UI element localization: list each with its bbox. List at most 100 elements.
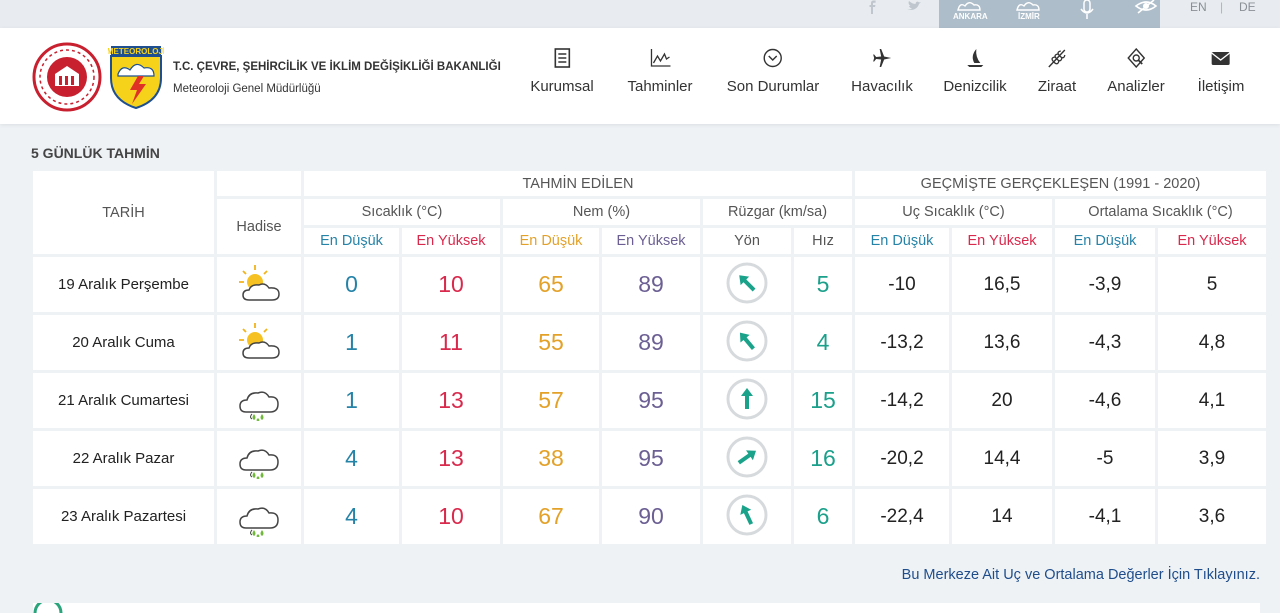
average-low-cell: -5 (1055, 431, 1155, 486)
weather-icon (239, 390, 279, 421)
extreme-high-cell: 13,6 (952, 315, 1052, 370)
humidity-low-cell: 65 (503, 257, 599, 312)
average-high-cell: 5 (1158, 257, 1266, 312)
separator: | (1220, 0, 1224, 14)
temp-high-cell: 10 (402, 489, 500, 544)
city-icon[interactable] (1015, 0, 1041, 12)
event-cell (217, 431, 301, 486)
forecast-row: 19 Aralık Perşembe 0 10 65 89 5 -10 16,5 -3,9 5 (33, 257, 1266, 312)
nav-icon (1048, 49, 1066, 68)
nav-label[interactable]: Havacılık (851, 78, 913, 95)
ministry-logo[interactable] (32, 42, 102, 112)
header-cell: En Düşük (1055, 228, 1155, 254)
event-cell (217, 489, 301, 544)
weather-icon (239, 264, 280, 301)
weather-icon (239, 322, 280, 359)
humidity-high-cell: 95 (602, 373, 700, 428)
twitter-icon[interactable] (906, 0, 926, 14)
header: METEOROLOJİ T.C. ÇEVRE, ŞEHİRCİLİK VE İK… (0, 28, 1280, 124)
temp-high-cell: 13 (402, 373, 500, 428)
nav-label[interactable]: Ziraat (1037, 78, 1077, 95)
nav-icon (1127, 48, 1145, 68)
microphone-icon[interactable] (1079, 0, 1095, 20)
header-cell: Nem (%) (503, 199, 700, 225)
average-low-cell: -4,3 (1055, 315, 1155, 370)
header-cell: Ortalama Sıcaklık (°C) (1055, 199, 1266, 225)
wind-direction-icon (726, 378, 768, 419)
nav-label[interactable]: Tahminler (627, 78, 693, 95)
extreme-low-cell: -20,2 (855, 431, 949, 486)
meteorology-logo[interactable]: METEOROLOJİ (108, 44, 164, 110)
wind-speed-cell: 15 (794, 373, 852, 428)
nav-item[interactable]: Kurumsal (530, 48, 594, 95)
facebook-icon[interactable] (864, 0, 880, 14)
nav-icon (1211, 52, 1231, 65)
city-label[interactable]: İZMİR (1018, 12, 1040, 21)
humidity-low-cell: 38 (503, 431, 599, 486)
forecast-row: 23 Aralık Pazartesi 4 10 67 90 6 -22,4 14 -4,1 3,… (33, 489, 1266, 544)
wind-speed-cell: 6 (794, 489, 852, 544)
wind-direction-icon (726, 494, 768, 535)
humidity-low-cell: 67 (503, 489, 599, 544)
nav-label[interactable]: Kurumsal (530, 78, 594, 95)
nav-label[interactable]: Denizcilik (943, 78, 1007, 95)
nav-item[interactable]: Ziraat (1038, 48, 1076, 95)
nav-item[interactable]: Analizler (1107, 48, 1165, 95)
header-cell: Hız (794, 228, 852, 254)
city-label[interactable]: ANKARA (953, 12, 988, 21)
temp-low-cell: 0 (304, 257, 399, 312)
wind-speed-cell: 4 (794, 315, 852, 370)
event-cell (217, 315, 301, 370)
temp-low-cell: 1 (304, 315, 399, 370)
nav-item[interactable]: Havacılık (851, 48, 913, 95)
language-link[interactable]: EN (1190, 0, 1207, 14)
temp-low-cell: 4 (304, 489, 399, 544)
nav-item[interactable]: Son Durumlar (726, 48, 820, 95)
weather-icon (239, 506, 279, 537)
header-cell: En Yüksek (402, 228, 500, 254)
humidity-low-cell: 55 (503, 315, 599, 370)
accessibility-icon[interactable] (1134, 0, 1160, 16)
average-low-cell: -3,9 (1055, 257, 1155, 312)
nav-icon (650, 49, 670, 67)
average-high-cell: 3,9 (1158, 431, 1266, 486)
wind-direction-cell (703, 431, 791, 486)
extreme-high-cell: 20 (952, 373, 1052, 428)
date-cell: 19 Aralık Perşembe (33, 257, 214, 312)
group-header: GEÇMİŞTE GERÇEKLEŞEN (1991 - 2020) (855, 171, 1266, 196)
wind-speed-cell: 5 (794, 257, 852, 312)
forecast-row: 21 Aralık Cumartesi 1 13 57 95 15 -14,2 20 -4,6 4… (33, 373, 1266, 428)
city-box: ANKARA İZMİR (939, 0, 1160, 28)
header-cell: En Yüksek (602, 228, 700, 254)
extreme-low-cell: -14,2 (855, 373, 949, 428)
group-header: TAHMİN EDİLEN (304, 171, 852, 196)
nav-label[interactable]: Analizler (1107, 78, 1165, 95)
header-cell: En Yüksek (1158, 228, 1266, 254)
nav-item[interactable]: İletişim (1197, 48, 1245, 95)
header-cell: En Düşük (304, 228, 399, 254)
average-high-cell: 3,6 (1158, 489, 1266, 544)
nav-icon (554, 48, 570, 68)
footer-strip (33, 603, 1260, 613)
temp-high-cell: 10 (402, 257, 500, 312)
history-link[interactable]: Bu Merkeze Ait Uç ve Ortalama Değerler İ… (901, 567, 1260, 583)
wind-direction-cell (703, 257, 791, 312)
logo-text: METEOROLOJİ (108, 47, 164, 56)
extreme-low-cell: -13,2 (855, 315, 949, 370)
wind-direction-icon (726, 436, 768, 477)
nav-label[interactable]: Son Durumlar (726, 78, 820, 95)
nav-label[interactable]: İletişim (1197, 78, 1245, 95)
weather-icon (239, 448, 279, 479)
extreme-low-cell: -22,4 (855, 489, 949, 544)
language-link[interactable]: DE (1239, 0, 1256, 14)
date-cell: 23 Aralık Pazartesi (33, 489, 214, 544)
footer-icon (33, 603, 63, 613)
nav-item[interactable]: Denizcilik (943, 48, 1007, 95)
average-high-cell: 4,1 (1158, 373, 1266, 428)
header-cell: Yön (703, 228, 791, 254)
forecast-row: 22 Aralık Pazar 4 13 38 95 16 -20,2 14,4 -5 3,9 (33, 431, 1266, 486)
city-icon[interactable] (956, 0, 982, 12)
header-cell: Uç Sıcaklık (°C) (855, 199, 1052, 225)
nav-item[interactable]: Tahminler (627, 48, 693, 95)
